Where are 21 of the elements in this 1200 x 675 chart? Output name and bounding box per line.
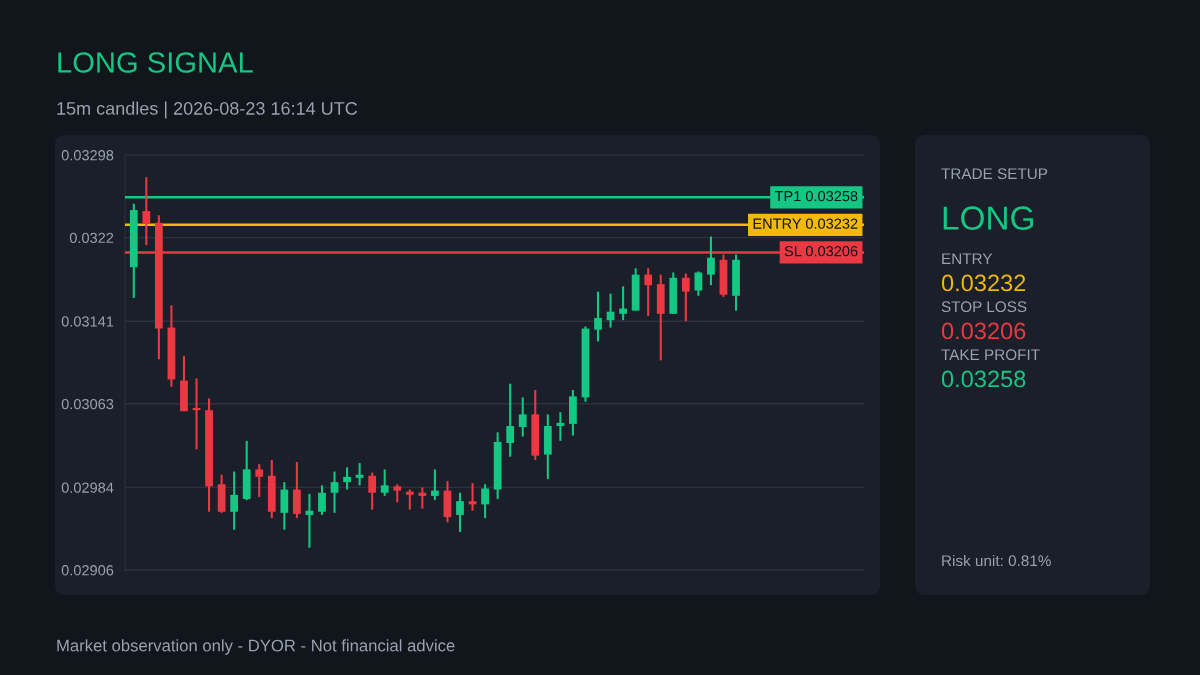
ref-line-label: TP1 0.03258 xyxy=(774,190,858,202)
ref-line-label: SL 0.03206 xyxy=(784,245,858,257)
chart-subtitle: 15m candles | 2026-08-23 16:14 UTC xyxy=(57,101,358,119)
y-tick-label: 0.03063 xyxy=(61,398,114,410)
y-tick-label: 0.02906 xyxy=(61,565,114,576)
y-tick-label: 0.0322 xyxy=(69,232,114,243)
text: 0.03258 xyxy=(941,370,1026,388)
text: ENTRY xyxy=(942,253,993,264)
chart-title: LONG SIGNAL xyxy=(58,52,253,73)
text: LONG xyxy=(943,206,1033,230)
text: Risk unit: 0.81% xyxy=(942,554,1051,567)
text: TAKE PROFIT xyxy=(941,349,1040,361)
y-tick-label: 0.03298 xyxy=(61,150,114,161)
text: 0.03206 xyxy=(941,322,1026,340)
text: TRADE SETUP xyxy=(941,168,1048,180)
y-tick-label: 0.02984 xyxy=(61,482,114,493)
text: Market observation only - DYOR - Not financial advice xyxy=(57,639,455,655)
y-tick-label: 0.03141 xyxy=(61,316,114,327)
ref-line-label: ENTRY 0.03232 xyxy=(753,218,858,229)
text: STOP LOSS xyxy=(941,301,1027,313)
text: 0.03232 xyxy=(941,274,1026,292)
